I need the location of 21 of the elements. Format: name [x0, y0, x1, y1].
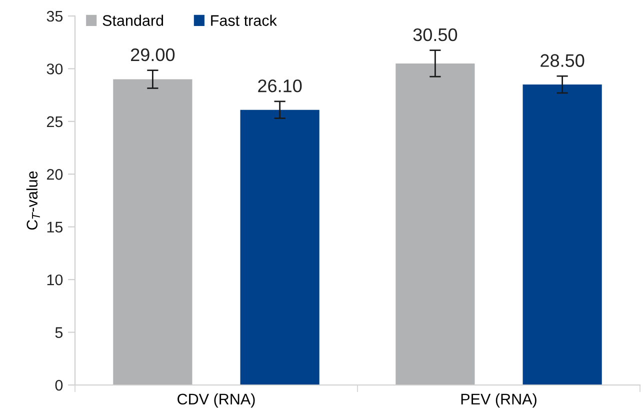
x-tick-label: PEV (RNA) — [461, 393, 536, 408]
bar — [113, 79, 192, 385]
data-label: 28.50 — [540, 54, 584, 67]
bar — [522, 84, 602, 385]
y-axis-title: C$_{T}$-value — [26, 171, 40, 230]
data-label: 26.10 — [258, 79, 302, 92]
y-tick-label: 10 — [47, 274, 63, 286]
data-label: 29.00 — [131, 48, 175, 62]
y-tick-label: 30 — [46, 64, 63, 74]
y-tick-label: 35 — [46, 10, 63, 22]
y-tick-label: 5 — [55, 327, 63, 338]
y-tick-label: 20 — [46, 169, 63, 180]
legend-label: Fast track — [211, 14, 277, 26]
y-tick-label: 15 — [47, 222, 63, 233]
bar — [240, 110, 320, 385]
data-label: 30.50 — [413, 28, 458, 42]
y-tick-label: 0 — [55, 380, 63, 391]
legend-label: Standard — [102, 14, 164, 26]
x-tick-label: CDV (RNA) — [178, 393, 255, 408]
y-tick-label: 25 — [46, 116, 63, 128]
bar — [396, 63, 475, 385]
